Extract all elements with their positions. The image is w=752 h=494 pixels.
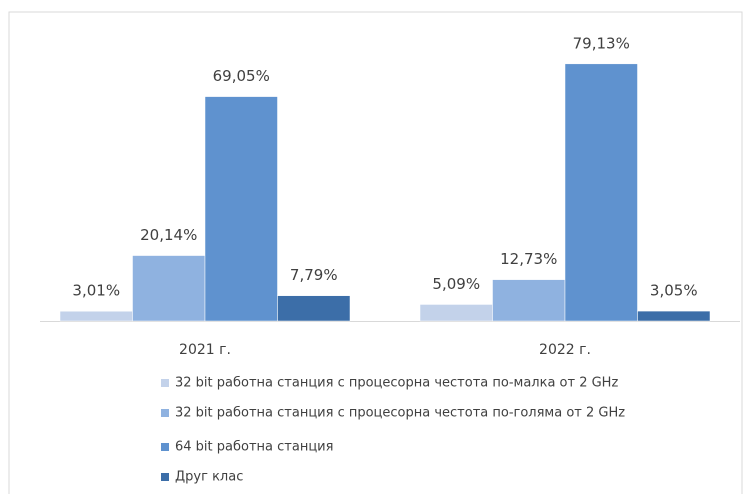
chart-border xyxy=(8,11,743,494)
value-label: 5,09% xyxy=(432,275,480,293)
value-label: 69,05% xyxy=(213,67,270,85)
bar xyxy=(204,96,278,322)
value-label: 7,79% xyxy=(290,266,338,284)
legend-label: 64 bit работна станция xyxy=(175,440,333,455)
legend-label: 32 bit работна станция с процесорна чест… xyxy=(175,376,618,391)
bar xyxy=(637,310,711,322)
bar xyxy=(564,63,638,322)
legend-swatch xyxy=(161,443,169,451)
value-label: 20,14% xyxy=(140,226,197,244)
legend-label: 32 bit работна станция с процесорна чест… xyxy=(175,406,625,421)
bar xyxy=(419,304,493,322)
legend-label: Друг клас xyxy=(175,470,243,485)
bar xyxy=(59,310,133,322)
legend-swatch xyxy=(161,379,169,387)
value-label: 3,05% xyxy=(650,282,698,300)
legend-swatch xyxy=(161,409,169,417)
x-tick-label: 2022 г. xyxy=(539,342,591,358)
bar xyxy=(277,295,351,322)
bar xyxy=(132,255,206,322)
value-label: 79,13% xyxy=(573,34,630,52)
value-label: 3,01% xyxy=(72,282,120,300)
legend-swatch xyxy=(161,473,169,481)
bar xyxy=(492,279,566,322)
x-tick-label: 2021 г. xyxy=(179,342,231,358)
value-label: 12,73% xyxy=(500,250,557,268)
